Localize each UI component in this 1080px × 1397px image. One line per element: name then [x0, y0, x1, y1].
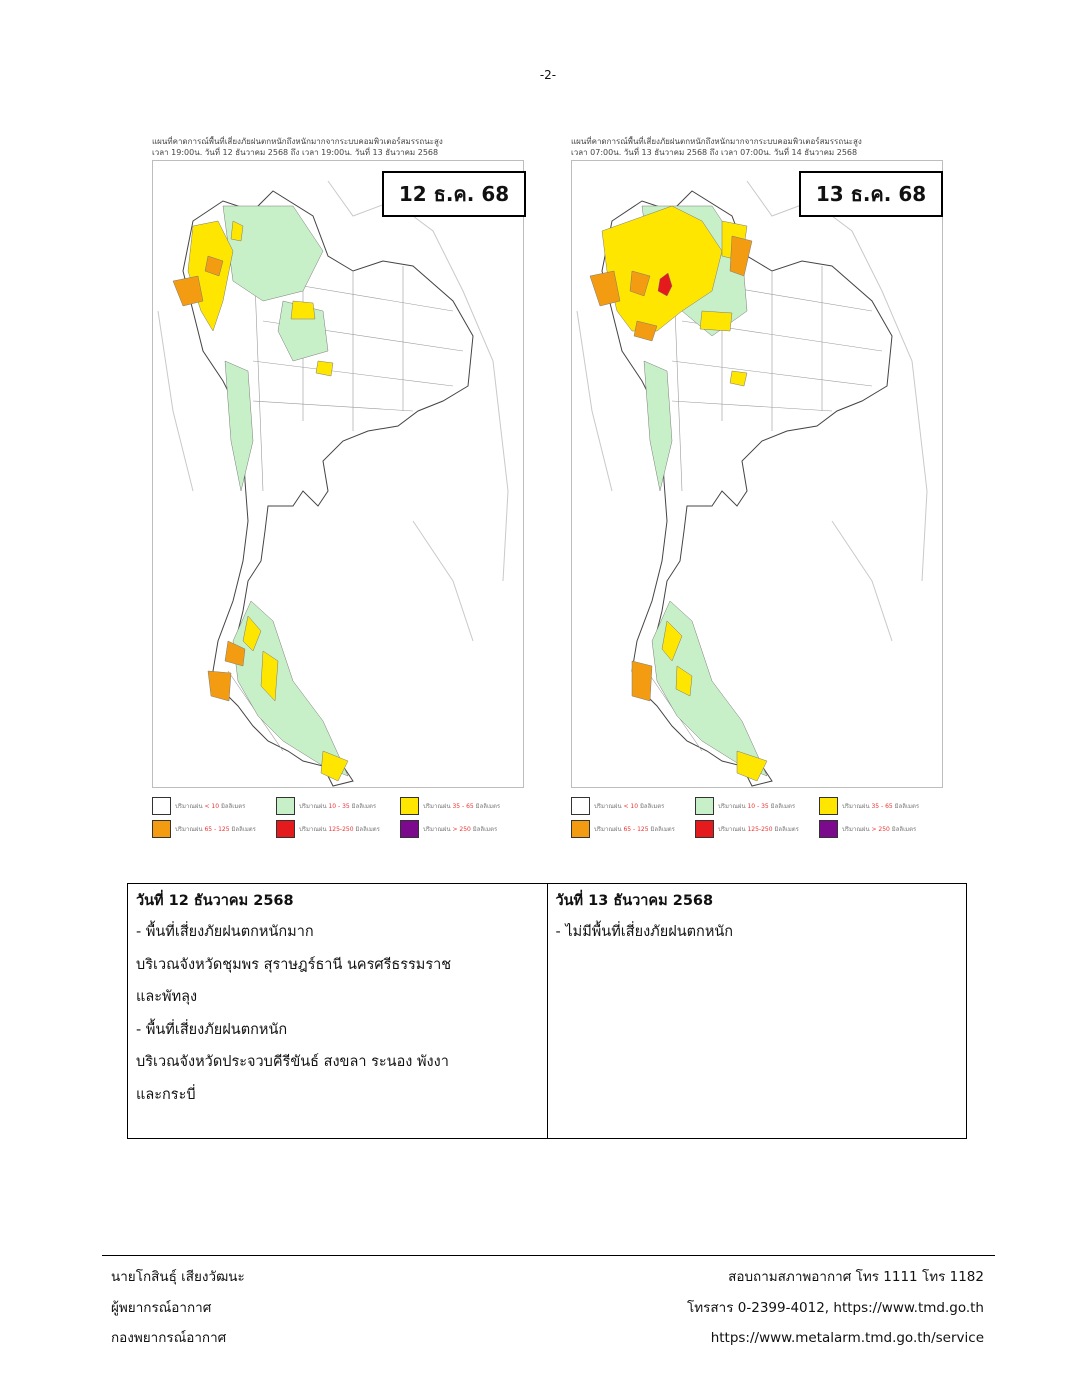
legend-swatch — [571, 797, 590, 815]
red-risk-area — [657, 272, 673, 297]
map-date-label: 12 ธ.ค. 68 — [382, 171, 526, 217]
rain-risk-map: 13 ธ.ค. 68 — [571, 160, 943, 788]
summary-line: บริเวณจังหวัดชุมพร สุราษฎร์ธานี นครศรีธร… — [136, 956, 452, 973]
summary-line: และพัทลุง — [136, 989, 198, 1005]
legend-swatch — [819, 820, 838, 838]
map-caption-line1: แผนที่คาดการณ์พื้นที่เสี่ยงภัยฝนตกหนักถึ… — [152, 137, 443, 146]
forecaster-division: กองพยากรณ์อากาศ — [111, 1330, 227, 1346]
map-caption: แผนที่คาดการณ์พื้นที่เสี่ยงภัยฝนตกหนักถึ… — [571, 136, 945, 160]
contact-service-url: https://www.metalarm.tmd.go.th/service — [710, 1330, 984, 1346]
legend-item: ปริมาณฝน 65 - 125 มิลลิเมตร — [571, 819, 695, 839]
map-caption-line2: เวลา 07:00น. วันที่ 13 ธันวาคม 2568 ถึง … — [571, 148, 858, 157]
legend-item: ปริมาณฝน 10 - 35 มิลลิเมตร — [695, 796, 819, 816]
forecast-summary-table: วันที่ 12 ธันวาคม 2568 - พื้นที่เสี่ยงภั… — [127, 883, 967, 1139]
legend-item: ปริมาณฝน 35 - 65 มิลลิเมตร — [400, 796, 524, 816]
legend-item: ปริมาณฝน > 250 มิลลิเมตร — [819, 819, 943, 839]
legend-swatch — [152, 820, 171, 838]
legend-item: ปริมาณฝน 125-250 มิลลิเมตร — [276, 819, 400, 839]
page-number: -2- — [539, 68, 557, 82]
summary-line: และกระบี่ — [136, 1086, 196, 1103]
footer-divider — [102, 1255, 995, 1256]
rain-legend: ปริมาณฝน < 10 มิลลิเมตร ปริมาณฝน 10 - 35… — [152, 796, 526, 839]
summary-date-title: วันที่ 12 ธันวาคม 2568 — [136, 893, 294, 909]
legend-swatch — [819, 797, 838, 815]
rain-risk-map: 12 ธ.ค. 68 — [152, 160, 526, 788]
footer-contact: สอบถามสภาพอากาศ โทร 1111 โทร 1182 โทรสาร… — [687, 1262, 984, 1354]
summary-cell-dec-13: วันที่ 13 ธันวาคม 2568 - ไม่มีพื้นที่เสี… — [546, 883, 967, 1139]
contact-fax-website: โทรสาร 0-2399-4012, https://www.tmd.go.t… — [687, 1299, 984, 1316]
contact-phone: สอบถามสภาพอากาศ โทร 1111 โทร 1182 — [728, 1269, 984, 1285]
summary-cell-dec-12: วันที่ 12 ธันวาคม 2568 - พื้นที่เสี่ยงภั… — [127, 883, 548, 1139]
thailand-map-graphic — [576, 180, 928, 787]
map-caption: แผนที่คาดการณ์พื้นที่เสี่ยงภัยฝนตกหนักถึ… — [152, 136, 526, 160]
legend-swatch — [152, 797, 171, 815]
legend-swatch — [571, 820, 590, 838]
legend-item: ปริมาณฝน > 250 มิลลิเมตร — [400, 819, 524, 839]
legend-item: ปริมาณฝน < 10 มิลลิเมตร — [571, 796, 695, 816]
forecaster-name: นายโกสินธุ์ เสียงวัฒนะ — [111, 1269, 245, 1285]
summary-line: - พื้นที่เสี่ยงภัยฝนตกหนัก — [136, 1021, 288, 1038]
footer-forecaster: นายโกสินธุ์ เสียงวัฒนะ ผู้พยากรณ์อากาศ ก… — [111, 1262, 245, 1354]
legend-swatch — [695, 820, 714, 838]
forecaster-role: ผู้พยากรณ์อากาศ — [111, 1299, 212, 1316]
summary-date-title: วันที่ 13 ธันวาคม 2568 — [555, 893, 714, 909]
summary-line: - ไม่มีพื้นที่เสี่ยงภัยฝนตกหนัก — [555, 924, 734, 940]
thailand-map-graphic — [157, 180, 509, 787]
legend-item: ปริมาณฝน 125-250 มิลลิเมตร — [695, 819, 819, 839]
legend-swatch — [276, 820, 295, 838]
summary-line: บริเวณจังหวัดประจวบคีรีขันธ์ สงขลา ระนอง… — [136, 1054, 449, 1070]
map-caption-line2: เวลา 19:00น. วันที่ 12 ธันวาคม 2568 ถึง … — [152, 148, 439, 157]
map-caption-line1: แผนที่คาดการณ์พื้นที่เสี่ยงภัยฝนตกหนักถึ… — [571, 137, 862, 146]
summary-line: - พื้นที่เสี่ยงภัยฝนตกหนักมาก — [136, 924, 314, 940]
legend-item: ปริมาณฝน < 10 มิลลิเมตร — [152, 796, 276, 816]
rain-legend: ปริมาณฝน < 10 มิลลิเมตร ปริมาณฝน 10 - 35… — [571, 796, 945, 839]
legend-item: ปริมาณฝน 35 - 65 มิลลิเมตร — [819, 796, 943, 816]
legend-swatch — [400, 820, 419, 838]
legend-item: ปริมาณฝน 65 - 125 มิลลิเมตร — [152, 819, 276, 839]
legend-swatch — [400, 797, 419, 815]
legend-item: ปริมาณฝน 10 - 35 มิลลิเมตร — [276, 796, 400, 816]
legend-swatch — [276, 797, 295, 815]
rain-map-panel-dec-13: แผนที่คาดการณ์พื้นที่เสี่ยงภัยฝนตกหนักถึ… — [571, 136, 945, 842]
map-date-label: 13 ธ.ค. 68 — [799, 171, 943, 217]
table-row: วันที่ 12 ธันวาคม 2568 - พื้นที่เสี่ยงภั… — [127, 883, 967, 1139]
legend-swatch — [695, 797, 714, 815]
rain-map-panel-dec-12: แผนที่คาดการณ์พื้นที่เสี่ยงภัยฝนตกหนักถึ… — [152, 136, 526, 842]
